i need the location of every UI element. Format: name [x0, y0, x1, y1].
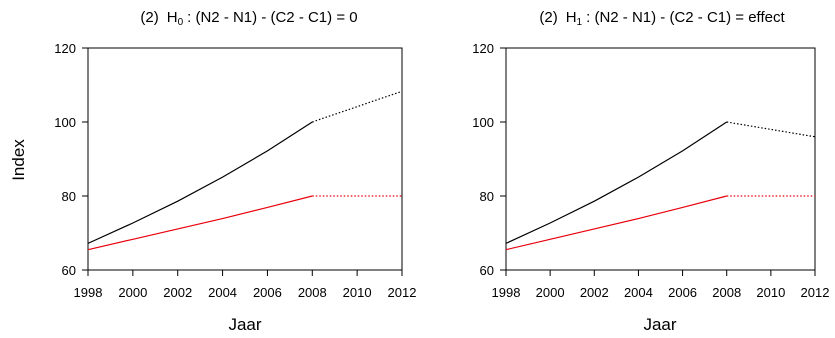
title-prefix: (2): [140, 9, 158, 26]
x-tick-label: 2010: [756, 285, 785, 300]
x-tick-label: 2012: [801, 285, 830, 300]
x-tick-label: 2006: [668, 285, 697, 300]
chart-title: (2) H1: (N2 - N1) - (C2 - C1) = effect: [539, 9, 785, 28]
x-tick-label: 2000: [118, 285, 147, 300]
y-tick-label: 60: [480, 263, 494, 278]
y-tick-label: 80: [62, 189, 76, 204]
title-hypothesis-subscript: 0: [178, 17, 184, 28]
x-tick-label: 2004: [208, 285, 237, 300]
y-axis: 60 80 100 120: [54, 41, 88, 278]
x-tick-label: 2012: [388, 285, 417, 300]
x-axis-label: Jaar: [228, 315, 261, 334]
series-layer: [87, 90, 403, 251]
x-tick-label: 2000: [536, 285, 565, 300]
title-hypothesis: H: [566, 9, 577, 26]
series-line-1: [312, 90, 403, 123]
x-tick-label: 2010: [343, 285, 372, 300]
figure-ylabel: Index: [9, 139, 28, 181]
y-tick-label: 120: [472, 41, 494, 56]
y-tick-label: 100: [54, 115, 76, 130]
series-line-0: [505, 121, 728, 244]
series-layer: [505, 121, 816, 251]
x-tick-label: 2002: [163, 285, 192, 300]
x-tick-label: 2006: [253, 285, 282, 300]
y-tick-label: 120: [54, 41, 76, 56]
x-axis: 1998 2000 2002 2004 2006 2008 2010 2012: [492, 270, 830, 300]
x-axis-label: Jaar: [643, 315, 676, 334]
x-tick-label: 2004: [624, 285, 653, 300]
chart-right: (2) H1: (N2 - N1) - (C2 - C1) = effect 19…: [472, 9, 829, 334]
x-tick-label: 2002: [580, 285, 609, 300]
y-axis: 60 80 100 120: [472, 41, 506, 278]
chart-title: (2) H0: (N2 - N1) - (C2 - C1) = 0: [140, 9, 357, 28]
x-tick-label: 2008: [298, 285, 327, 300]
series-line-1: [726, 121, 816, 138]
y-tick-label: 80: [480, 189, 494, 204]
chart-left: (2) H0: (N2 - N1) - (C2 - C1) = 0 1998 200…: [54, 9, 416, 334]
y-tick-label: 100: [472, 115, 494, 130]
series-line-2: [505, 195, 727, 251]
x-tick-label: 1998: [74, 285, 103, 300]
x-axis: 1998 2000 2002 2004 2006 2008 2010 2012: [74, 270, 417, 300]
title-hypothesis: H: [167, 9, 178, 26]
title-expression: : (N2 - N1) - (C2 - C1) = effect: [586, 9, 785, 26]
plot-frame: [505, 47, 816, 271]
title-prefix: (2): [539, 9, 557, 26]
series-line-0: [87, 121, 313, 244]
title-expression: : (N2 - N1) - (C2 - C1) = 0: [187, 9, 357, 26]
plot-frame: [87, 47, 403, 271]
y-tick-label: 60: [62, 263, 76, 278]
x-tick-label: 2008: [712, 285, 741, 300]
x-tick-label: 1998: [492, 285, 521, 300]
series-line-2: [87, 195, 313, 251]
title-hypothesis-subscript: 1: [577, 17, 583, 28]
